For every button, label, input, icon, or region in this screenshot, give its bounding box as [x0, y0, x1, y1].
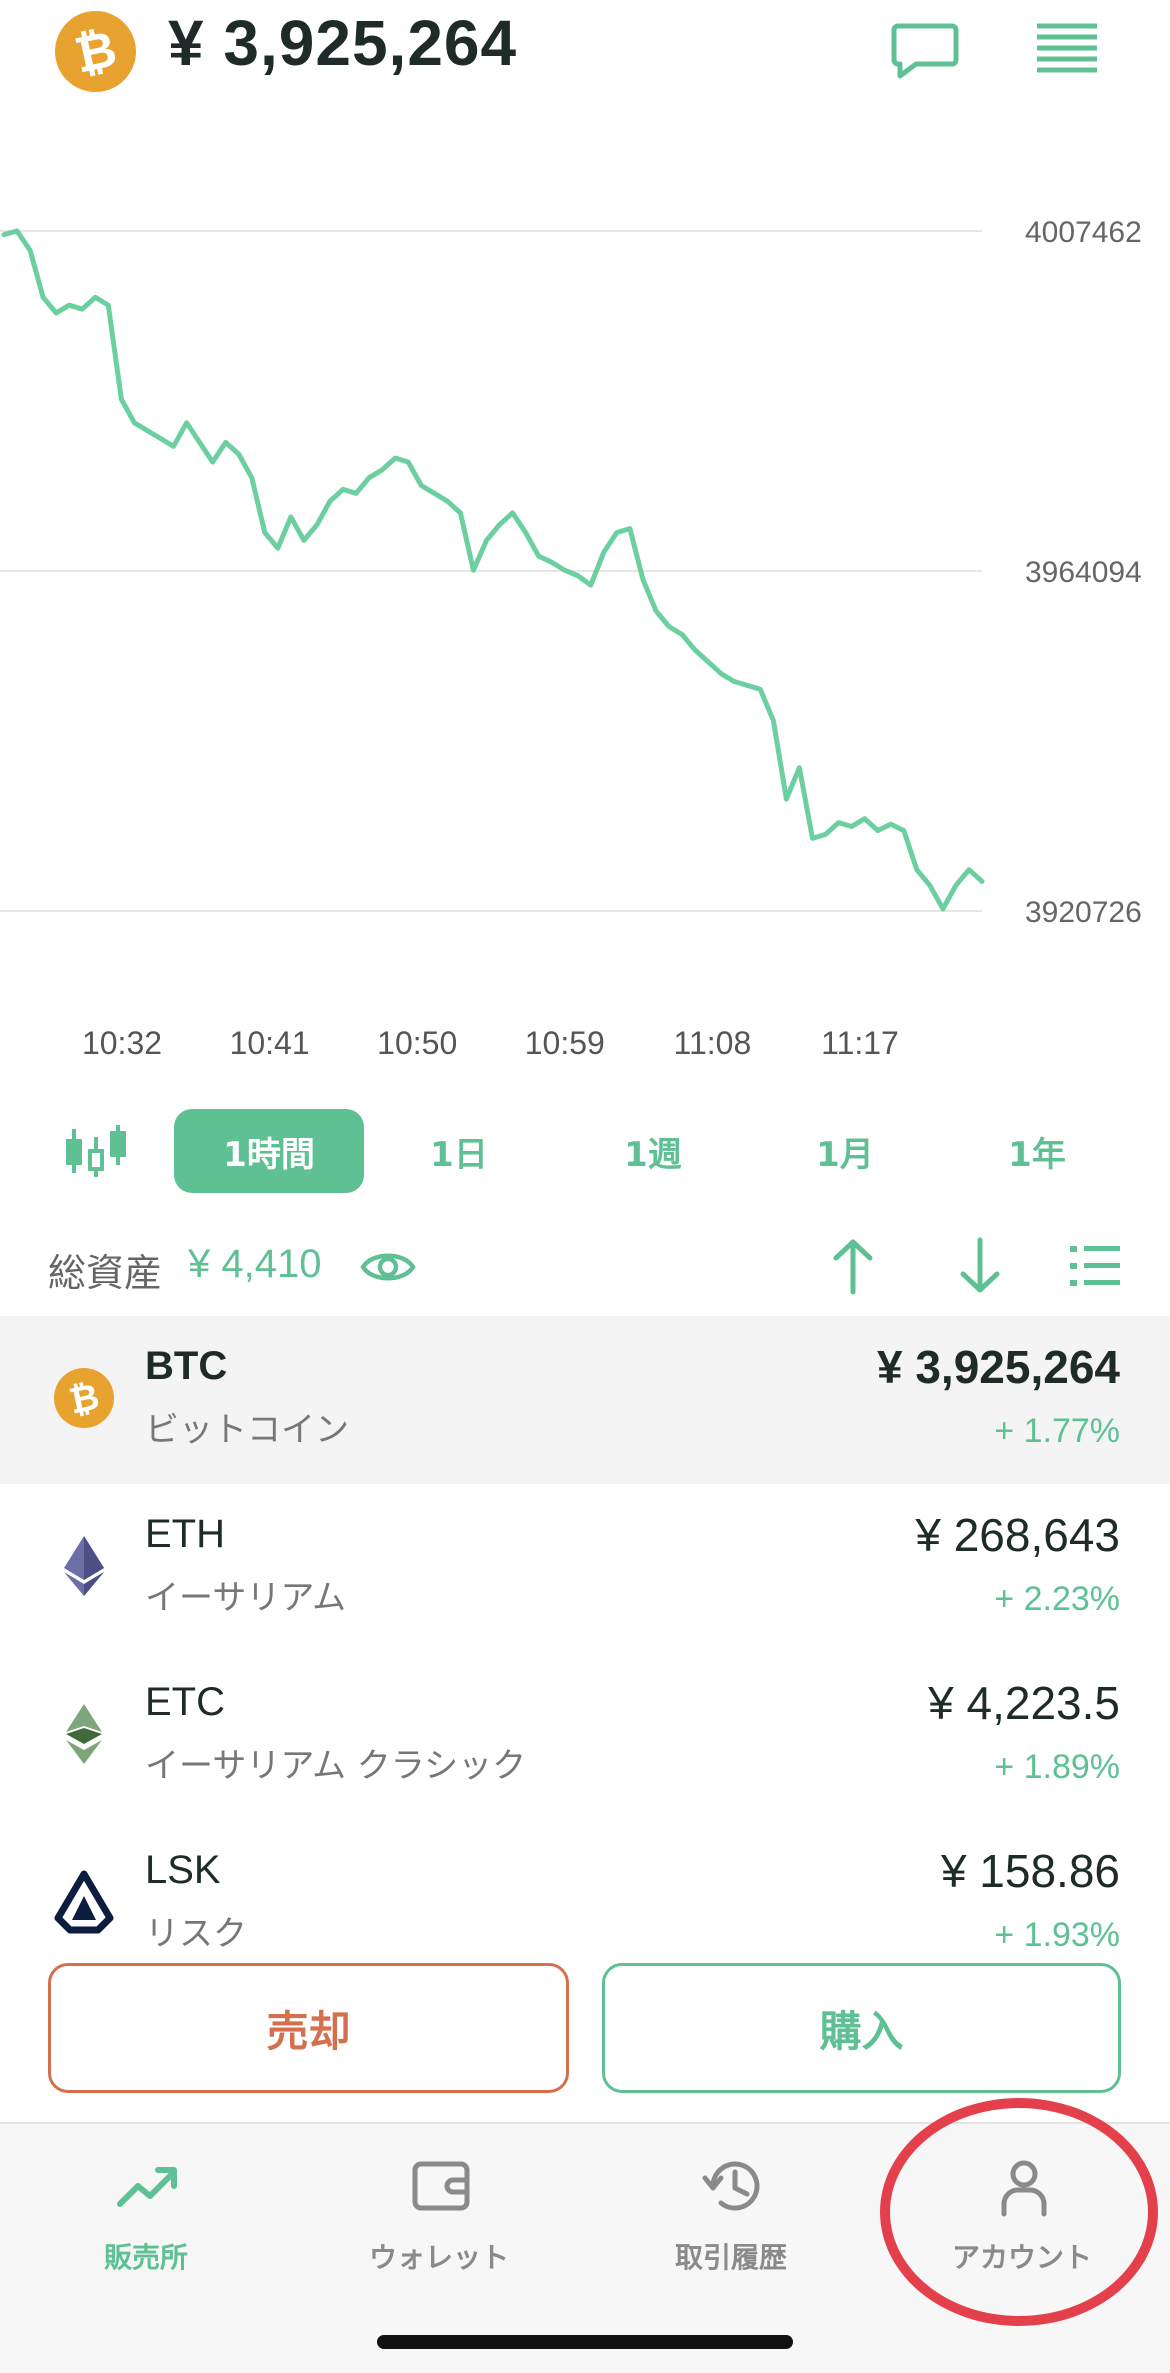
- header: ₿ ¥ 3,925,264: [0, 0, 1170, 100]
- x-axis-tick-label: 10:50: [377, 1025, 457, 1061]
- account-icon: [1001, 2160, 1047, 2217]
- candlestick-icon[interactable]: [64, 1123, 128, 1179]
- coin-price: ¥ 158.86: [940, 1845, 1120, 1897]
- period-1m[interactable]: 1月: [816, 1134, 874, 1175]
- period-selector: 1時間 1日 1週 1月 1年: [0, 1105, 1170, 1193]
- coin-row-btc[interactable]: ₿ BTC ビットコイン ¥ 3,925,264 + 1.77%: [0, 1316, 1170, 1484]
- coin-symbol: LSK: [145, 1848, 221, 1892]
- price-line: [1, 228, 985, 912]
- coin-symbol: ETC: [145, 1680, 225, 1724]
- x-axis-tick-label: 11:08: [674, 1025, 752, 1061]
- coin-list: ₿ BTC ビットコイン ¥ 3,925,264 + 1.77% ETH イーサ…: [0, 1316, 1170, 1956]
- buy-button[interactable]: 購入: [602, 1963, 1121, 2093]
- x-axis-tick-label: 10:32: [82, 1025, 162, 1061]
- sort-ascending-icon[interactable]: [828, 1236, 878, 1296]
- menu-icon[interactable]: [1035, 22, 1099, 78]
- coin-price: ¥ 3,925,264: [876, 1341, 1120, 1393]
- price-chart[interactable]: 4007462 3964094 3920726 10:32 10:41 10:50 10:…: [0, 130, 1170, 1090]
- bottom-nav: 販売所 ウォレット 取引履歴 アカウント: [0, 2122, 1170, 2373]
- history-icon: [702, 2161, 760, 2211]
- chart-grid: [0, 230, 982, 912]
- coin-symbol: BTC: [145, 1344, 228, 1388]
- period-1d[interactable]: 1日: [430, 1134, 488, 1175]
- coin-name: イーサリアム クラシック: [145, 1746, 527, 1786]
- y-axis-tick-label: 3964094: [1025, 556, 1142, 589]
- trend-icon: [117, 2167, 177, 2207]
- period-1w[interactable]: 1週: [624, 1134, 682, 1175]
- period-1y[interactable]: 1年: [1008, 1134, 1066, 1175]
- bitcoin-icon: ₿: [54, 1368, 114, 1428]
- x-axis-tick-label: 10:59: [525, 1025, 605, 1061]
- coin-name: イーサリアム: [145, 1578, 346, 1618]
- nav-label: アカウント: [951, 2241, 1092, 2274]
- x-axis-tick-label: 11:17: [821, 1025, 899, 1061]
- list-view-icon[interactable]: [1070, 1244, 1120, 1288]
- nav-item-history[interactable]: 取引履歴: [606, 2124, 856, 2324]
- wallet-icon: [412, 2161, 470, 2211]
- total-assets-value: ¥ 4,410: [188, 1242, 322, 1286]
- coin-change: + 2.23%: [994, 1580, 1120, 1618]
- current-price: ¥ 3,925,264: [168, 7, 518, 79]
- coin-price: ¥ 268,643: [915, 1509, 1120, 1561]
- eye-icon[interactable]: [360, 1244, 416, 1290]
- lisk-icon: [54, 1870, 114, 1934]
- coin-change: + 1.93%: [994, 1916, 1120, 1954]
- nav-item-wallet[interactable]: ウォレット: [314, 2124, 564, 2324]
- coin-symbol: ETH: [145, 1512, 225, 1556]
- coin-row-eth[interactable]: ETH イーサリアム ¥ 268,643 + 2.23%: [0, 1484, 1170, 1652]
- coin-row-etc[interactable]: ETC イーサリアム クラシック ¥ 4,223.5 + 1.89%: [0, 1652, 1170, 1820]
- sort-descending-icon[interactable]: [955, 1236, 1005, 1296]
- chat-icon[interactable]: [890, 20, 960, 80]
- coin-change: + 1.89%: [994, 1748, 1120, 1786]
- ethereum-classic-icon: [66, 1704, 102, 1764]
- home-indicator: [377, 2335, 793, 2349]
- coin-name: リスク: [145, 1914, 247, 1954]
- coin-name: ビットコイン: [145, 1410, 349, 1450]
- x-axis-tick-label: 10:41: [230, 1025, 310, 1061]
- period-1h[interactable]: 1時間: [174, 1109, 364, 1193]
- total-assets-label: 総資産: [48, 1251, 163, 1295]
- nav-label: 取引履歴: [674, 2241, 787, 2274]
- coin-price: ¥ 4,223.5: [928, 1677, 1120, 1729]
- ethereum-icon: [64, 1536, 104, 1596]
- nav-item-exchange[interactable]: 販売所: [21, 2124, 271, 2324]
- coin-change: + 1.77%: [994, 1412, 1120, 1450]
- coin-row-lsk[interactable]: LSK リスク ¥ 158.86 + 1.93%: [0, 1820, 1170, 1956]
- total-assets-row: 総資産 ¥ 4,410: [0, 1230, 1170, 1310]
- sell-button[interactable]: 売却: [48, 1963, 569, 2093]
- y-axis-tick-label: 4007462: [1025, 216, 1142, 249]
- nav-item-account[interactable]: アカウント: [897, 2124, 1147, 2324]
- bitcoin-logo-icon: ₿: [47, 3, 144, 100]
- y-axis-tick-label: 3920726: [1025, 896, 1142, 929]
- nav-label: ウォレット: [368, 2241, 509, 2274]
- nav-label: 販売所: [103, 2241, 188, 2274]
